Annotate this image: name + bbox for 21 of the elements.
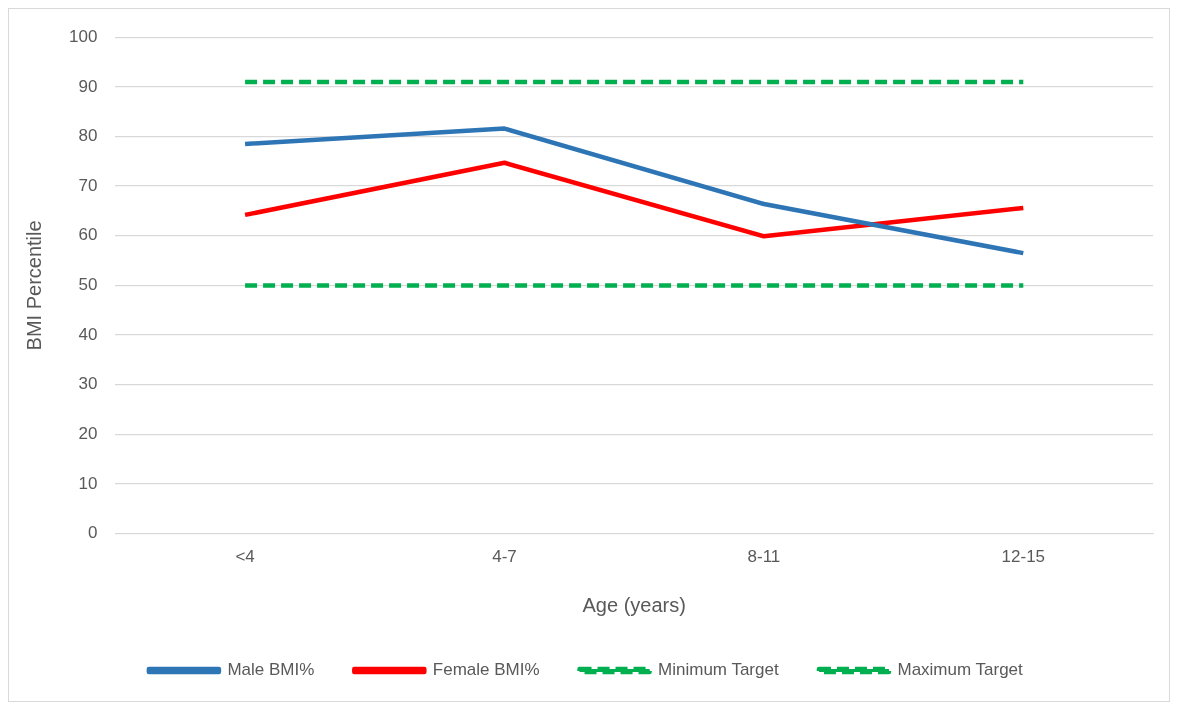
legend-label: Minimum Target: [658, 660, 779, 680]
y-tick-label: 90: [78, 76, 98, 96]
y-axis-title: BMI Percentile: [22, 220, 45, 351]
x-tick-label: 4-7: [492, 547, 517, 567]
x-tick-label: 8-11: [747, 547, 781, 567]
y-tick-label: 20: [78, 424, 98, 444]
x-tick-label: 12-15: [1001, 547, 1046, 567]
legend-label: Maximum Target: [897, 660, 1024, 680]
y-tick-label: 70: [78, 175, 98, 195]
y-tick-label: 80: [78, 126, 98, 146]
y-tick-label: 30: [78, 374, 98, 394]
y-tick-label: 60: [78, 225, 98, 245]
y-tick-label: 40: [78, 324, 98, 344]
legend-label: Male BMI%: [227, 660, 315, 680]
legend-label: Female BMI%: [432, 660, 540, 680]
x-axis-title: Age (years): [582, 593, 686, 616]
y-tick-label: 50: [78, 275, 98, 295]
y-tick-label: 0: [87, 523, 98, 543]
y-tick-label: 10: [78, 473, 98, 493]
y-tick-label: 100: [68, 26, 98, 46]
x-tick-label: <4: [235, 547, 255, 567]
